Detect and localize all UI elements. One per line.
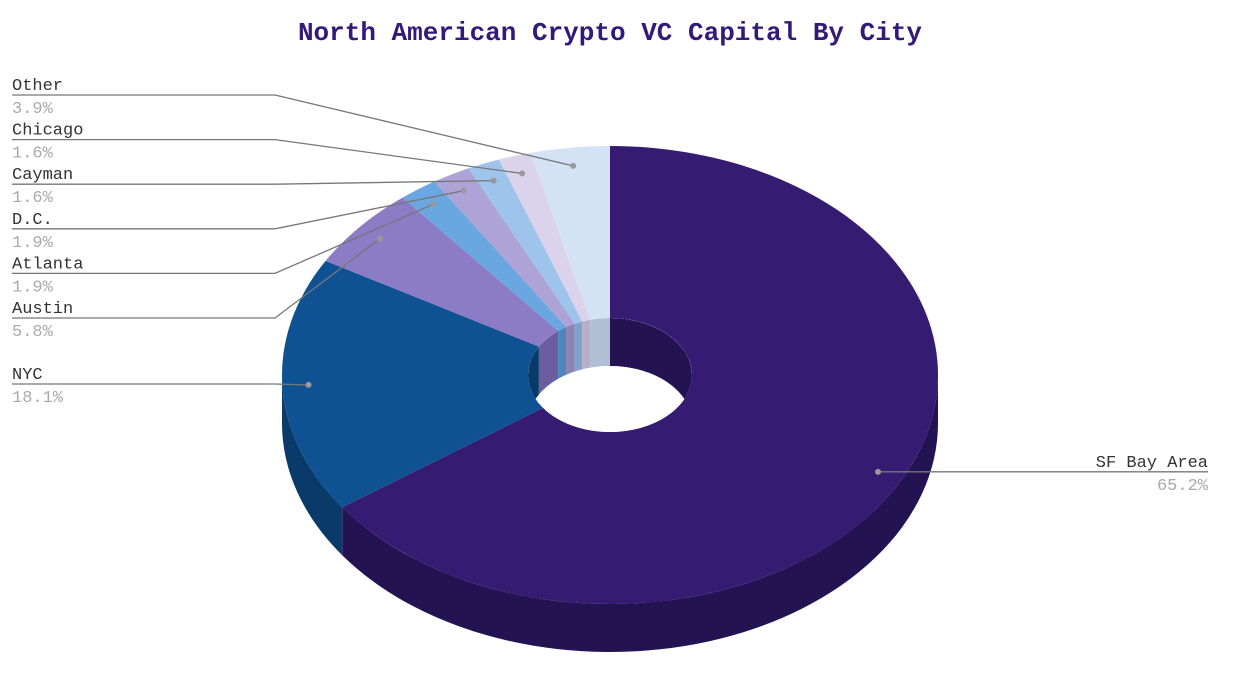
hole-wall-sf-bay-area [610, 318, 692, 423]
label-name: SF Bay Area [1096, 454, 1208, 473]
slice-other [530, 146, 610, 320]
leader-line [12, 94, 574, 167]
slice-chicago [498, 152, 591, 322]
slice-nyc [281, 260, 544, 508]
leader-line [12, 179, 494, 185]
leader-dot [570, 162, 577, 169]
leader-line [12, 383, 309, 386]
hole-floor [528, 366, 692, 432]
label-name: Austin [12, 300, 73, 319]
leader-line [12, 238, 381, 319]
label-value: 65.2% [1157, 477, 1209, 496]
label-value: 1.6% [12, 189, 54, 208]
label-nyc: NYC 18.1% [12, 366, 312, 408]
slice-sf-bay-area [342, 146, 938, 604]
leader-line [12, 203, 434, 275]
label-cayman: Cayman 1.6% [12, 166, 497, 208]
leader-dot [460, 187, 467, 194]
label-value: 3.9% [12, 100, 54, 119]
side-nyc [282, 375, 343, 556]
hole-wall-austin [538, 330, 559, 395]
label-name: Other [12, 77, 63, 96]
label-austin: Austin 5.8% [12, 235, 383, 342]
label-name: D.C. [12, 211, 53, 230]
label-other: Other 3.9% [12, 77, 577, 169]
leader-dot [376, 235, 383, 242]
side-sf-bay-area [342, 375, 938, 652]
label-name: NYC [12, 366, 43, 385]
label-value: 18.1% [12, 389, 64, 408]
leader-dot [519, 170, 526, 177]
pie-top [281, 146, 938, 604]
label-chicago: Chicago 1.6% [12, 122, 526, 177]
pie-depth [282, 375, 938, 652]
leader-line [12, 138, 523, 175]
label-value: 1.9% [12, 278, 54, 297]
hole-wall-cayman [574, 321, 583, 372]
label-d-c: D.C. 1.9% [12, 187, 467, 253]
slice-austin [325, 197, 559, 347]
leader-dot [875, 468, 882, 475]
slice-cayman [468, 159, 583, 324]
label-value: 1.6% [12, 145, 54, 164]
chart-title: North American Crypto VC Capital By City [298, 18, 922, 48]
slice-d-c [434, 168, 575, 327]
label-name: Chicago [12, 122, 83, 141]
pie-labels: Other3.9%Chicago1.6%Cayman1.6%D.C.1.9%At… [12, 77, 1209, 496]
leader-dot [490, 177, 497, 184]
label-name: Cayman [12, 166, 73, 185]
label-atlanta: Atlanta 1.9% [12, 201, 437, 297]
label-value: 5.8% [12, 323, 54, 342]
hole-wall-atlanta [558, 326, 567, 379]
hole-wall-d-c [566, 323, 575, 375]
label-sf-bay-area: SF Bay Area 65.2% [875, 454, 1209, 496]
hole-wall-other [590, 318, 610, 368]
label-name: Atlanta [12, 255, 83, 274]
leader-dot [430, 201, 437, 208]
leader-dot [305, 381, 312, 388]
label-value: 1.9% [12, 234, 54, 253]
slice-atlanta [402, 181, 567, 331]
leader-line [12, 190, 464, 230]
hole-wall [528, 318, 692, 432]
hole-wall-chicago [582, 319, 591, 370]
